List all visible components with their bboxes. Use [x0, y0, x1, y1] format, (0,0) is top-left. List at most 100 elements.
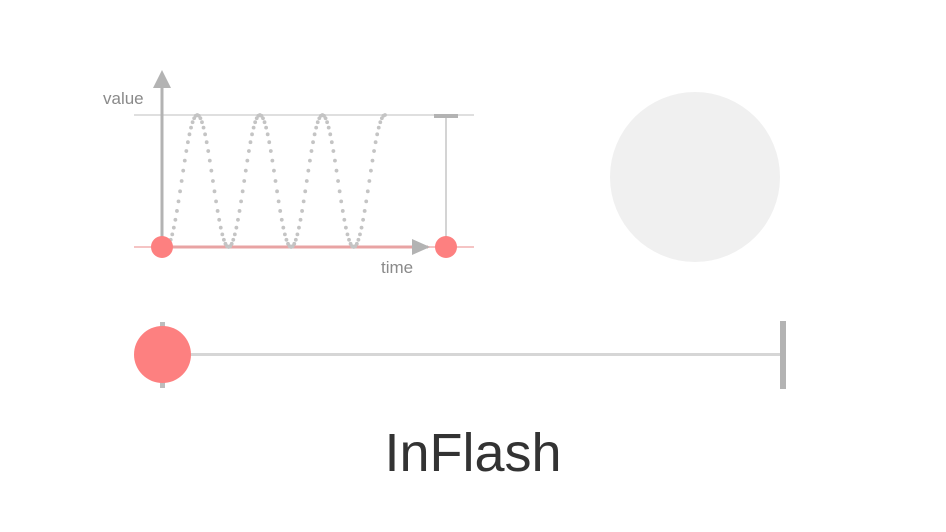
curve-dot [278, 209, 283, 213]
curve-dot [375, 132, 380, 137]
curve-dot [189, 125, 193, 130]
curve-dot [170, 232, 175, 237]
curve-dot [336, 179, 340, 183]
curve-dot [182, 158, 187, 163]
curve-dot [359, 225, 364, 230]
curve-dot [326, 125, 331, 130]
curve-dot [276, 199, 281, 204]
curve-dot [262, 120, 267, 125]
curve-dot [204, 140, 209, 145]
curve-dot [354, 241, 359, 246]
curve-dot [179, 179, 184, 183]
curve-dot [236, 217, 240, 222]
curve-dot [272, 168, 276, 173]
curve-dot [309, 149, 314, 153]
curve-start-point [151, 236, 173, 258]
curve-dot [253, 120, 258, 125]
curve-dot [215, 209, 220, 213]
curve-dot [186, 140, 190, 145]
curve-dot [187, 132, 192, 137]
curve-dot [237, 209, 242, 213]
curve-dot [232, 232, 237, 237]
curve-dot [370, 158, 375, 163]
curve-dot [220, 232, 225, 237]
curve-dot [328, 132, 333, 137]
curve-dot [304, 179, 309, 183]
curve-dot [331, 149, 336, 153]
curve-dot [245, 158, 250, 163]
curve-dot [345, 232, 350, 237]
curve-dot [243, 168, 248, 173]
curve-dot [200, 120, 204, 125]
curve-dot [311, 140, 315, 145]
value-axis-arrow-icon [153, 70, 171, 88]
curve-dot [300, 209, 304, 213]
curve-dot [240, 189, 245, 194]
curve-dot [279, 217, 284, 222]
curve-dot [292, 241, 297, 246]
curve-dot [229, 241, 234, 246]
curve-dot [264, 125, 269, 130]
curve-dot [356, 237, 361, 242]
curve-dot [275, 189, 279, 194]
curve-dot [342, 217, 347, 222]
curve-dot [378, 120, 383, 125]
curve-dot [211, 179, 215, 183]
curve-dot [334, 168, 339, 173]
animation-preview-circle [610, 92, 780, 262]
curve-dot [203, 132, 208, 137]
curve-dot [376, 125, 381, 130]
curve-dot [365, 189, 370, 194]
curve-dot [171, 225, 176, 230]
curve-dot [270, 158, 275, 163]
curve-dot [265, 132, 270, 137]
curve-dot [173, 217, 178, 222]
curve-dot [218, 225, 223, 230]
curve-dot [372, 149, 376, 153]
curve-dot [293, 237, 298, 242]
curve-dot [314, 125, 319, 130]
curve-dot [201, 125, 206, 130]
timeline-handle[interactable] [133, 326, 191, 383]
time-axis-arrow-icon [412, 239, 430, 255]
curve-dot [297, 225, 301, 230]
curve-dot [315, 120, 320, 125]
value-axis-label: value [103, 89, 144, 108]
curve-dot [308, 158, 312, 163]
curve-dot [340, 209, 345, 213]
curve-dot [383, 113, 387, 117]
curve-dot [337, 189, 342, 194]
curve-dot [373, 140, 378, 145]
easing-name-title: InFlash [384, 423, 562, 483]
curve-dot [217, 217, 222, 222]
curve-dot [362, 209, 367, 213]
curve-dot [206, 149, 211, 153]
curve-dot [281, 225, 286, 230]
curve-dot [306, 168, 311, 173]
curve-dot [181, 168, 186, 173]
curve-dot [250, 132, 254, 137]
curve-dot [273, 179, 278, 183]
curve-dot [198, 116, 203, 121]
curve-dot [190, 120, 195, 125]
curve-dot [343, 225, 348, 230]
curve-dot [333, 158, 337, 163]
curve-dot [282, 232, 287, 237]
curve-dot [325, 120, 330, 125]
curve-dot [284, 237, 289, 242]
curve-dot [261, 116, 265, 121]
curve-dot [361, 217, 365, 222]
time-axis-label: time [381, 258, 413, 277]
curve-dot [312, 132, 317, 137]
curve-dot [295, 232, 300, 237]
curve-dot [212, 189, 217, 194]
curve-dot [207, 158, 212, 163]
curve-dot [178, 189, 182, 194]
curve-dot [358, 232, 362, 237]
curve-dot [248, 140, 253, 145]
curve-dot [184, 149, 189, 153]
curve-dot [367, 179, 372, 183]
curve-end-point [435, 236, 457, 258]
curve-dot [251, 125, 256, 130]
